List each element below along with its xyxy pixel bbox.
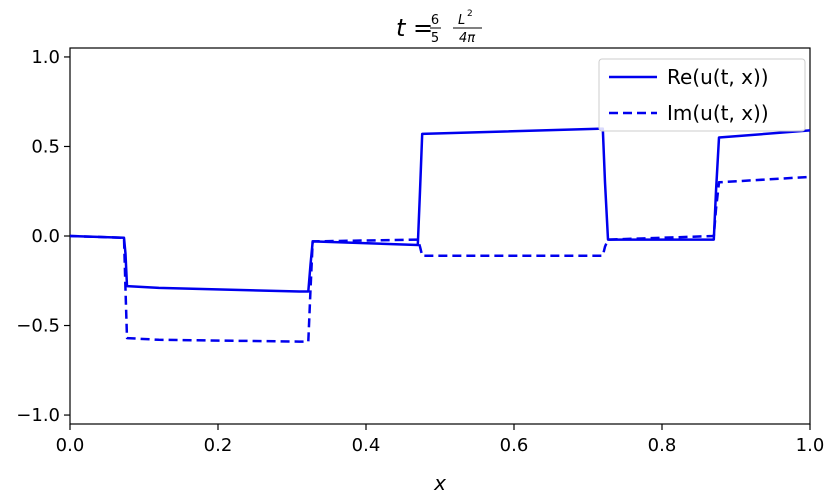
title-num: 6 — [431, 13, 439, 28]
x-axis-ticks: 0.0 0.2 0.4 0.6 0.8 1.0 — [56, 424, 825, 456]
chart-title: t = 6 5 L 2 4π — [396, 9, 482, 46]
series-layer — [69, 127, 811, 343]
series-line-imag-part — [69, 175, 811, 343]
series-line-real-part — [69, 127, 811, 293]
title-den: 5 — [431, 31, 439, 46]
y-tick-label: 0.5 — [31, 136, 60, 157]
y-axis-ticks: −1.0 −0.5 0.0 0.5 1.0 — [16, 47, 70, 426]
title-eq: = — [413, 14, 433, 42]
title-lhs: t — [396, 14, 407, 42]
legend-label-im: Im(u(t, x)) — [667, 101, 769, 125]
y-tick-label: 0.0 — [31, 226, 60, 247]
title-fden: 4π — [459, 31, 475, 46]
y-tick-label: −1.0 — [16, 405, 60, 426]
y-tick-label: 1.0 — [31, 47, 60, 68]
x-tick-label: 0.0 — [56, 435, 85, 456]
x-tick-label: 0.8 — [648, 435, 677, 456]
x-tick-label: 1.0 — [796, 435, 825, 456]
x-tick-label: 0.6 — [500, 435, 529, 456]
legend-label-re: Re(u(t, x)) — [667, 65, 769, 89]
title-fnum: L — [458, 13, 465, 28]
x-axis-label: x — [433, 471, 446, 495]
y-tick-label: −0.5 — [16, 316, 60, 337]
x-tick-label: 0.2 — [204, 435, 233, 456]
x-tick-label: 0.4 — [352, 435, 381, 456]
legend: Re(u(t, x)) Im(u(t, x)) — [598, 58, 806, 132]
title-fexp: 2 — [467, 9, 473, 19]
